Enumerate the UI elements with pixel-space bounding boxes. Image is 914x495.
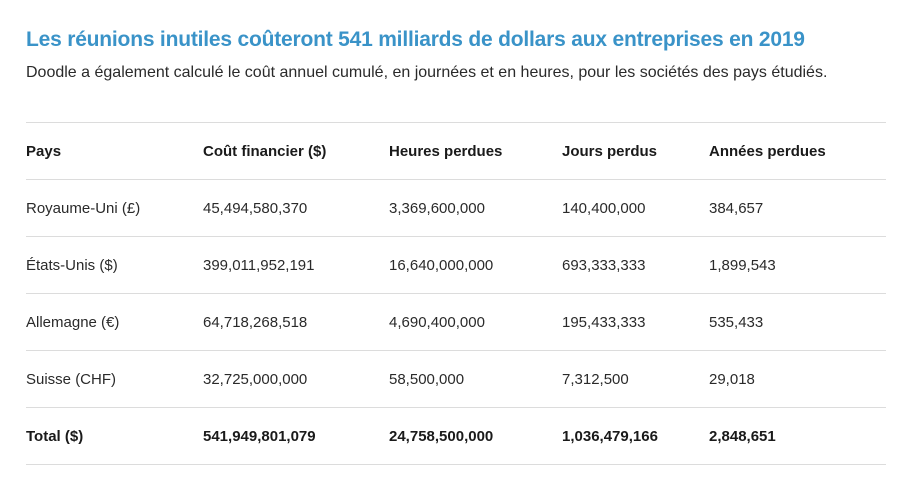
table-cell-country: États-Unis ($) — [26, 236, 203, 294]
table-cell: 693,333,333 — [562, 236, 709, 294]
table-row: Allemagne (€) 64,718,268,518 4,690,400,0… — [26, 293, 886, 351]
table-cell-country: Allemagne (€) — [26, 293, 203, 351]
table-cell: 4,690,400,000 — [389, 293, 562, 351]
table-cell: 58,500,000 — [389, 350, 562, 408]
total-cell: 2,848,651 — [709, 407, 886, 465]
table-row: États-Unis ($) 399,011,952,191 16,640,00… — [26, 236, 886, 294]
table-cell: 140,400,000 — [562, 179, 709, 237]
table-header-row: Pays Coût financier ($) Heures perdues J… — [26, 122, 886, 180]
column-header: Pays — [26, 122, 203, 180]
chart-title: Les réunions inutiles coûteront 541 mill… — [26, 28, 805, 51]
table-cell: 3,369,600,000 — [389, 179, 562, 237]
column-header: Heures perdues — [389, 122, 562, 180]
total-cell: 541,949,801,079 — [203, 407, 389, 465]
table-cell: 29,018 — [709, 350, 886, 408]
table-cell: 7,312,500 — [562, 350, 709, 408]
column-header: Coût financier ($) — [203, 122, 389, 180]
table-total-row: Total ($) 541,949,801,079 24,758,500,000… — [26, 407, 886, 465]
table-cell-country: Suisse (CHF) — [26, 350, 203, 408]
table-cell: 45,494,580,370 — [203, 179, 389, 237]
table-cell: 64,718,268,518 — [203, 293, 389, 351]
chart-subtitle: Doodle a également calculé le coût annue… — [26, 64, 828, 81]
table-cell: 384,657 — [709, 179, 886, 237]
column-header: Années perdues — [709, 122, 886, 180]
total-cell-label: Total ($) — [26, 407, 203, 465]
table-cell: 32,725,000,000 — [203, 350, 389, 408]
table-cell-country: Royaume-Uni (£) — [26, 179, 203, 237]
total-cell: 24,758,500,000 — [389, 407, 562, 465]
total-cell: 1,036,479,166 — [562, 407, 709, 465]
table-cell: 535,433 — [709, 293, 886, 351]
table-row: Royaume-Uni (£) 45,494,580,370 3,369,600… — [26, 179, 886, 237]
table-cell: 195,433,333 — [562, 293, 709, 351]
table-cell: 1,899,543 — [709, 236, 886, 294]
table-row: Suisse (CHF) 32,725,000,000 58,500,000 7… — [26, 350, 886, 408]
table-cell: 16,640,000,000 — [389, 236, 562, 294]
chart-container: Les réunions inutiles coûteront 541 mill… — [26, 26, 886, 465]
data-table: Pays Coût financier ($) Heures perdues J… — [26, 122, 886, 465]
column-header: Jours perdus — [562, 122, 709, 180]
table-cell: 399,011,952,191 — [203, 236, 389, 294]
